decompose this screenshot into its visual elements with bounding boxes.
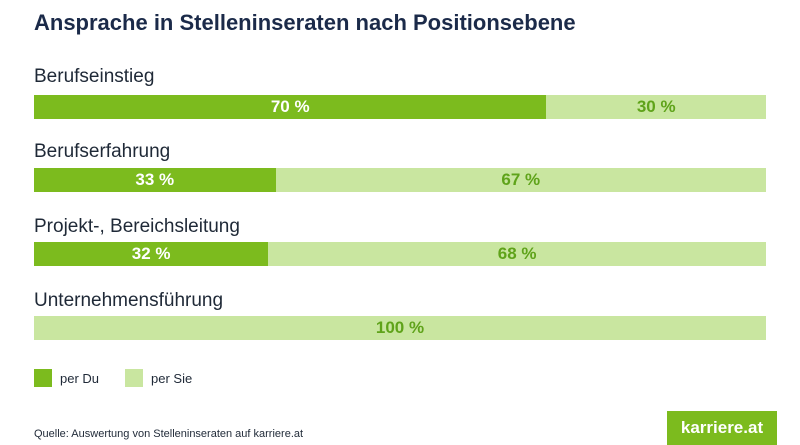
legend: per Du per Sie	[34, 369, 218, 387]
legend-item-du: per Du	[34, 369, 99, 387]
karriere-logo: karriere.at	[667, 411, 777, 445]
legend-label-sie: per Sie	[151, 370, 193, 386]
category-label: Berufseinstieg	[34, 66, 155, 87]
data-label: 70 %	[270, 97, 310, 116]
legend-swatch-du	[34, 369, 52, 387]
bar-row: 70 % 30 %	[34, 95, 766, 119]
data-label: 32 %	[131, 244, 171, 263]
category-label: Projekt-, Bereichsleitung	[34, 216, 240, 237]
bar-segment-sie: 100 %	[34, 316, 766, 340]
bar-row: 100 %	[34, 316, 766, 340]
data-label: 100 %	[375, 318, 425, 337]
data-label: 68 %	[497, 244, 537, 263]
legend-swatch-sie	[125, 369, 144, 387]
chart-title: Ansprache in Stelleninseraten nach Posit…	[34, 10, 576, 35]
bar-row: 32 % 68 %	[34, 242, 766, 266]
bar-segment-du: 70 %	[34, 95, 547, 119]
data-label: 30 %	[636, 97, 676, 116]
data-label: 67 %	[501, 170, 541, 189]
bar-segment-sie: 30 %	[546, 95, 766, 119]
category-label: Unternehmensführung	[34, 290, 224, 311]
category-label: Berufserfahrung	[34, 141, 171, 162]
bar-segment-sie: 67 %	[275, 168, 766, 192]
source-note: Quelle: Auswertung von Stelleninseraten …	[34, 428, 304, 440]
legend-label-du: per Du	[60, 370, 100, 386]
legend-item-sie: per Sie	[125, 369, 192, 387]
bar-segment-du: 33 %	[34, 168, 276, 192]
bar-segment-du: 32 %	[34, 242, 269, 266]
bar-segment-sie: 68 %	[268, 242, 766, 266]
data-label: 33 %	[135, 170, 175, 189]
bar-row: 33 % 67 %	[34, 168, 766, 192]
